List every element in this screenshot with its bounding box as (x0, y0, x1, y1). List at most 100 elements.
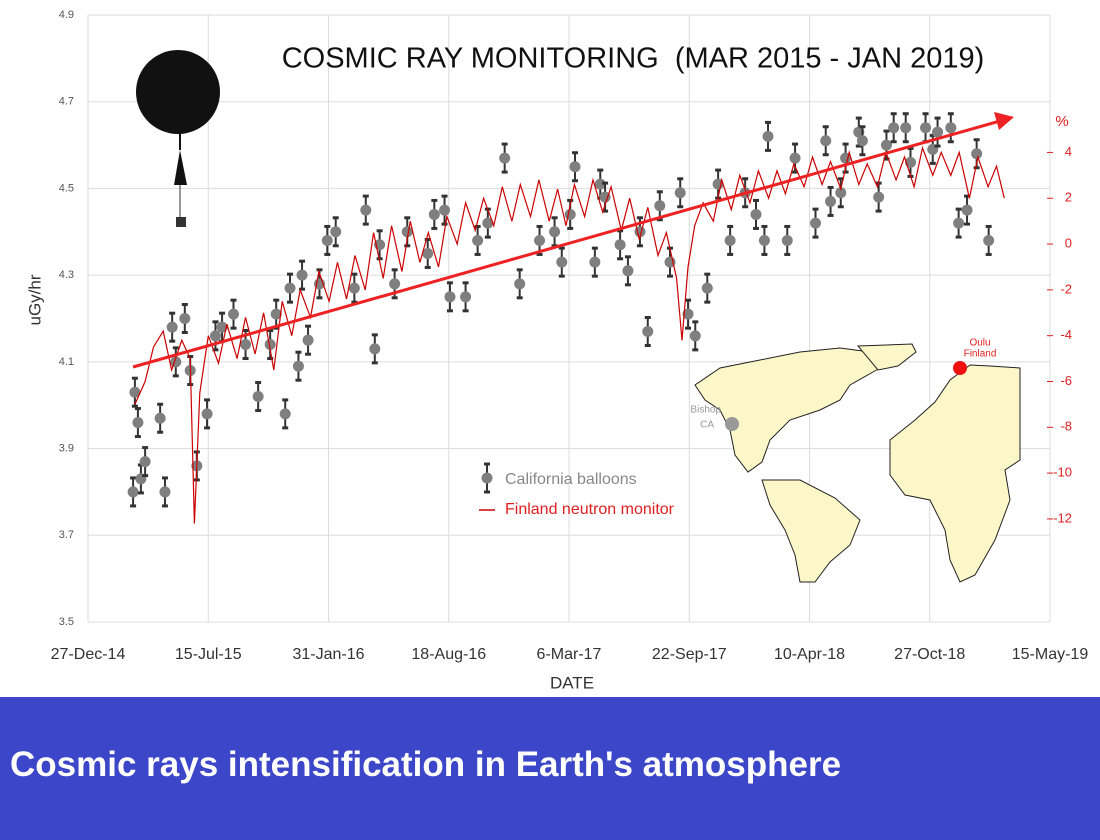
marker-dot (159, 486, 171, 498)
map-label: CA (700, 420, 714, 431)
marker-dot (439, 204, 451, 216)
balloon-point (983, 224, 995, 256)
x-tick-label: 10-Apr-18 (774, 646, 845, 663)
marker-dot (292, 360, 304, 372)
balloon-point (428, 198, 440, 230)
balloon-point (569, 151, 581, 183)
balloon-point (825, 185, 837, 217)
plot-layer: 3.5 3.7 3.9 4.1 4.3 4.5 4.7 4.9 27-Dec-14 15-Jul-… (51, 9, 1089, 663)
marker-dot (499, 152, 511, 164)
balloon-point (835, 177, 847, 209)
marker-dot (594, 178, 606, 190)
marker-dot (270, 308, 282, 320)
marker-dot (302, 334, 314, 346)
balloon-point (888, 112, 900, 144)
marker-dot (296, 269, 308, 281)
balloon-point (856, 125, 868, 157)
balloon-point (674, 177, 686, 209)
marker-dot (549, 226, 561, 238)
marker-dot (762, 130, 774, 142)
marker-dot (622, 265, 634, 277)
marker-dot (472, 234, 484, 246)
y2-tick-label: 4 (1065, 144, 1072, 159)
balloon-point (873, 181, 885, 213)
marker-dot (724, 234, 736, 246)
y-tick-label: 4.1 (59, 356, 74, 368)
trend-arrowhead (994, 112, 1014, 130)
marker-dot (825, 195, 837, 207)
legend-label: Finland neutron monitor (505, 501, 675, 518)
balloon-point (900, 112, 912, 144)
balloon-point (750, 198, 762, 230)
balloon-point (154, 402, 166, 434)
balloon-point (654, 190, 666, 222)
balloon-point (279, 398, 291, 430)
balloon-point (499, 142, 511, 174)
balloon-point (712, 168, 724, 200)
marker-dot (920, 122, 932, 134)
y2-tick-label: -2 (1060, 281, 1072, 296)
balloon-point (139, 446, 151, 478)
marker-dot (674, 187, 686, 199)
marker-dot (401, 226, 413, 238)
balloon-point (781, 224, 793, 256)
marker-dot (201, 408, 213, 420)
balloon-point (482, 207, 494, 239)
marker-dot (444, 291, 456, 303)
marker-dot (569, 161, 581, 173)
balloon-point (228, 298, 240, 330)
x-tick-label: 27-Oct-18 (894, 646, 965, 663)
balloon-point (945, 112, 957, 144)
marker-dot (460, 291, 472, 303)
marker-dot (945, 122, 957, 134)
marker-dot (369, 343, 381, 355)
balloon-point (556, 246, 568, 278)
y-tick-label: 4.9 (59, 9, 74, 21)
balloon-point (166, 311, 178, 343)
balloon-point (472, 224, 484, 256)
marker-dot (900, 122, 912, 134)
balloon-point (762, 120, 774, 152)
chart-title: COSMIC RAY MONITORING (MAR 2015 - JAN 20… (282, 43, 985, 75)
marker-dot (589, 256, 601, 268)
balloon-point (810, 207, 822, 239)
marker-dot (127, 486, 139, 498)
y2-tick-label: -10 (1053, 465, 1072, 480)
marker-dot (682, 308, 694, 320)
x-tick-label: 15-May-19 (1012, 646, 1089, 663)
neutron-line (134, 145, 1005, 524)
marker-dot (932, 126, 944, 138)
y2-tick-label: 2 (1065, 190, 1072, 205)
balloon-point (932, 116, 944, 148)
marker-dot (856, 135, 868, 147)
marker-dot (129, 386, 141, 398)
balloon-point (330, 216, 342, 248)
balloon-point (701, 272, 713, 304)
legend-label: California balloons (505, 471, 637, 488)
balloon-point (549, 216, 561, 248)
marker-dot (654, 200, 666, 212)
balloon-point (252, 381, 264, 413)
marker-dot (961, 204, 973, 216)
y2-tick-label: -12 (1053, 510, 1072, 525)
balloon-point (127, 476, 139, 508)
balloon-point (961, 194, 973, 226)
marker-dot (564, 208, 576, 220)
marker-dot (284, 282, 296, 294)
caption: Cosmic rays intensification in Earth's a… (10, 745, 842, 784)
map-label: Bishop (690, 405, 721, 416)
balloon-point (614, 229, 626, 261)
marker-dot (428, 208, 440, 220)
marker-dot (422, 247, 434, 259)
balloon-point (129, 376, 141, 408)
marker-dot (758, 234, 770, 246)
marker-dot (888, 122, 900, 134)
y2-tick-label: -8 (1060, 419, 1072, 434)
balloon-point (589, 246, 601, 278)
balloon-point (264, 329, 276, 361)
marker-dot (689, 330, 701, 342)
y2-tick-label: -4 (1060, 327, 1072, 342)
marker-dot (642, 326, 654, 338)
trend-line (132, 119, 1001, 369)
